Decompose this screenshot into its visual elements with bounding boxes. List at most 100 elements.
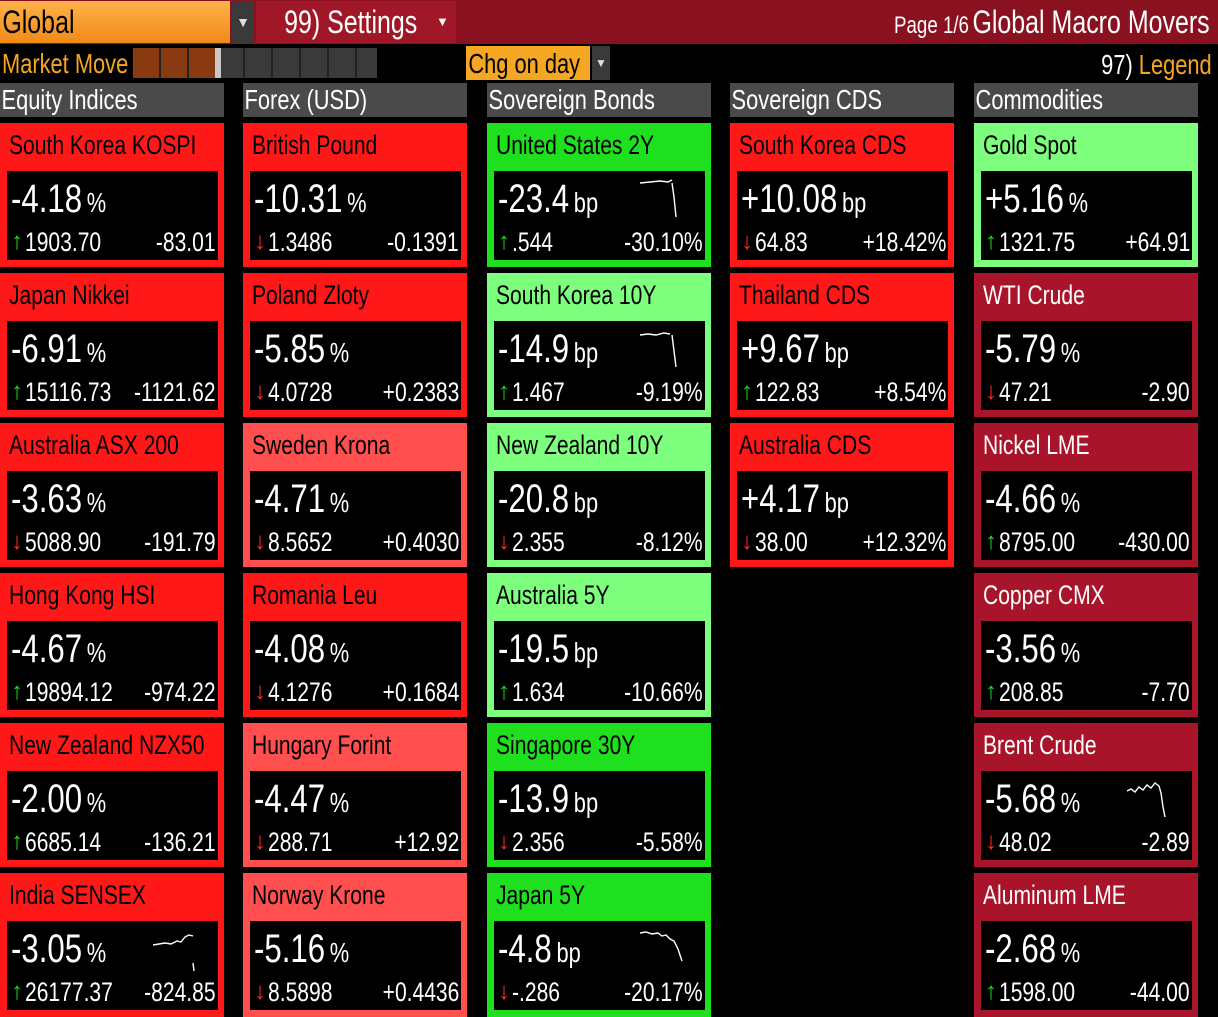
mover-tile[interactable]: Japan 5Y -4.8 bp ↓ -.286 -20.17% [487, 873, 711, 1017]
tile-name: Singapore 30Y [496, 730, 636, 760]
sparkline-path [640, 332, 677, 368]
mover-tile[interactable]: New Zealand 10Y -20.8 bp ↓ 2.355 -8.12% [487, 423, 711, 567]
mover-tile[interactable]: Thailand CDS +9.67 bp ↑ 122.83 +8.54% [730, 273, 954, 417]
mover-tile[interactable]: South Korea KOSPI -4.18% ↑ 1903.70 -83.01 [0, 123, 224, 267]
tile-change-value: -20.8 bp [498, 477, 599, 521]
tile-values: +9.67 bp ↑ 122.83 +8.54% [737, 321, 948, 410]
tile-unit: % [86, 337, 107, 368]
chevron-down-icon: ▼ [436, 14, 449, 29]
mover-tile[interactable]: South Korea CDS +10.08 bp ↓ 64.83 +18.42% [730, 123, 954, 267]
tile-net-change: +0.1684 [382, 677, 459, 707]
change-period-selector[interactable]: Chg on day [466, 46, 590, 80]
tile-change-value: -13.9 bp [498, 777, 599, 821]
mover-tile[interactable]: Nickel LME -4.66% ↑ 8795.00 -430.00 [974, 423, 1198, 567]
mover-tile[interactable]: Norway Krone -5.16% ↓ 8.5898 +0.4436 [243, 873, 467, 1017]
tile-name: Thailand CDS [739, 280, 871, 310]
sparkline-chart [640, 179, 677, 218]
arrow-down-icon: ↓ [254, 528, 266, 555]
mover-tile[interactable]: Poland Zloty -5.85% ↓ 4.0728 +0.2383 [243, 273, 467, 417]
tile-unit: % [1060, 337, 1081, 368]
tile-unit: bp [573, 487, 599, 518]
mover-tile[interactable]: Gold Spot +5.16% ↑ 1321.75 +64.91 [974, 123, 1198, 267]
toolbar: Market Move Chg on day ▼ 97) Legend [0, 44, 1218, 80]
tile-unit: bp [573, 787, 599, 818]
arrow-up-icon: ↑ [11, 828, 23, 855]
tile-net-change: -30.10% [624, 227, 703, 257]
tile-name: Japan Nikkei [9, 280, 130, 310]
mover-tile[interactable]: Aluminum LME -2.68% ↑ 1598.00 -44.00 [974, 873, 1198, 1017]
tile-change-value: -4.67% [11, 627, 107, 671]
scope-selector[interactable]: Global [0, 1, 230, 43]
tile-unit: % [86, 787, 107, 818]
market-move-slider-ticks [133, 48, 377, 78]
mover-tile[interactable]: Romania Leu -4.08% ↓ 4.1276 +0.1684 [243, 573, 467, 717]
tile-last-price: 38.00 [755, 527, 808, 557]
arrow-down-icon: ↓ [254, 228, 266, 255]
mover-tile[interactable]: British Pound -10.31% ↓ 1.3486 -0.1391 [243, 123, 467, 267]
column-header: Equity Indices [0, 83, 224, 117]
mover-tile[interactable]: Copper CMX -3.56% ↑ 208.85 -7.70 [974, 573, 1198, 717]
scope-dropdown-icon[interactable]: ▼ [232, 1, 254, 43]
arrow-down-icon: ↓ [254, 378, 266, 405]
tile-values: -4.66% ↑ 8795.00 -430.00 [981, 471, 1192, 560]
tile-name: Australia CDS [739, 430, 872, 460]
tile-last-price: 1598.00 [999, 977, 1076, 1007]
tile-unit: bp [556, 937, 581, 968]
tile-last-price: 2.356 [512, 827, 565, 857]
mover-tile[interactable]: Hungary Forint -4.47% ↓ 288.71 +12.92 [243, 723, 467, 867]
mover-tile[interactable]: India SENSEX -3.05% ↑ 26177.37 -824.85 [0, 873, 224, 1017]
mover-tile[interactable]: Japan Nikkei -6.91% ↑ 15116.73 -1121.62 [0, 273, 224, 417]
tile-name: New Zealand 10Y [496, 430, 664, 460]
tile-last-price: 19894.12 [25, 677, 113, 707]
tile-last-price: 208.85 [999, 677, 1064, 707]
tile-unit: % [86, 187, 107, 218]
market-move-slider[interactable] [133, 48, 377, 78]
tile-change-value: -2.68% [985, 927, 1081, 971]
tile-values: -13.9 bp ↓ 2.356 -5.58% [494, 771, 705, 860]
mover-tile[interactable]: Australia 5Y -19.5 bp ↑ 1.634 -10.66% [487, 573, 711, 717]
arrow-up-icon: ↑ [985, 978, 997, 1005]
tile-last-price: .544 [512, 227, 553, 257]
legend-button[interactable]: 97) Legend [1070, 44, 1212, 86]
tile-net-change: -10.66% [624, 677, 703, 707]
mover-tile[interactable]: Singapore 30Y -13.9 bp ↓ 2.356 -5.58% [487, 723, 711, 867]
mover-tile[interactable]: Sweden Krona -4.71% ↓ 8.5652 +0.4030 [243, 423, 467, 567]
mover-tile[interactable]: Brent Crude -5.68% ↓ 48.02 -2.89 [974, 723, 1198, 867]
arrow-up-icon: ↑ [11, 378, 23, 405]
change-period-dropdown-icon[interactable]: ▼ [592, 46, 610, 80]
market-move-slider-handle[interactable] [215, 48, 222, 78]
mover-tile[interactable]: Australia ASX 200 -3.63% ↓ 5088.90 -191.79 [0, 423, 224, 567]
mover-tile[interactable]: Australia CDS +4.17 bp ↓ 38.00 +12.32% [730, 423, 954, 567]
sparkline-path [153, 934, 195, 972]
tile-net-change: -7.70 [1141, 677, 1190, 707]
mover-tile[interactable]: Hong Kong HSI -4.67% ↑ 19894.12 -974.22 [0, 573, 224, 717]
tile-values: -10.31% ↓ 1.3486 -0.1391 [250, 171, 461, 260]
mover-tile[interactable]: New Zealand NZX50 -2.00% ↑ 6685.14 -136.21 [0, 723, 224, 867]
tile-last-price: 1903.70 [25, 227, 102, 257]
tile-name: India SENSEX [9, 880, 146, 910]
tile-name: Poland Zloty [252, 280, 370, 310]
tile-net-change: -2.89 [1141, 827, 1190, 857]
mover-tile[interactable]: United States 2Y -23.4 bp ↑ .544 -30.10% [487, 123, 711, 267]
arrow-up-icon: ↑ [498, 228, 510, 255]
tile-name: New Zealand NZX50 [9, 730, 205, 760]
tile-net-change: -191.79 [144, 527, 216, 557]
tile-name: South Korea CDS [739, 130, 907, 160]
tile-unit: % [1060, 487, 1081, 518]
tile-values: +5.16% ↑ 1321.75 +64.91 [981, 171, 1192, 260]
arrow-up-icon: ↑ [11, 678, 23, 705]
sparkline-path [640, 179, 677, 218]
arrow-up-icon: ↑ [498, 678, 510, 705]
tile-net-change: -83.01 [156, 227, 216, 257]
tile-values: -3.63% ↓ 5088.90 -191.79 [7, 471, 218, 560]
tile-name: Australia ASX 200 [9, 430, 179, 460]
settings-button[interactable]: 99) Settings ▼ [256, 1, 456, 43]
mover-tile[interactable]: South Korea 10Y -14.9 bp ↑ 1.467 -9.19% [487, 273, 711, 417]
tile-net-change: -2.90 [1141, 377, 1190, 407]
arrow-down-icon: ↓ [498, 828, 510, 855]
tile-change-value: -3.56% [985, 627, 1081, 671]
tile-change-value: -4.47% [254, 777, 350, 821]
mover-tile[interactable]: WTI Crude -5.79% ↓ 47.21 -2.90 [974, 273, 1198, 417]
tile-net-change: +0.2383 [382, 377, 459, 407]
tile-change-value: -14.9 bp [498, 327, 599, 371]
